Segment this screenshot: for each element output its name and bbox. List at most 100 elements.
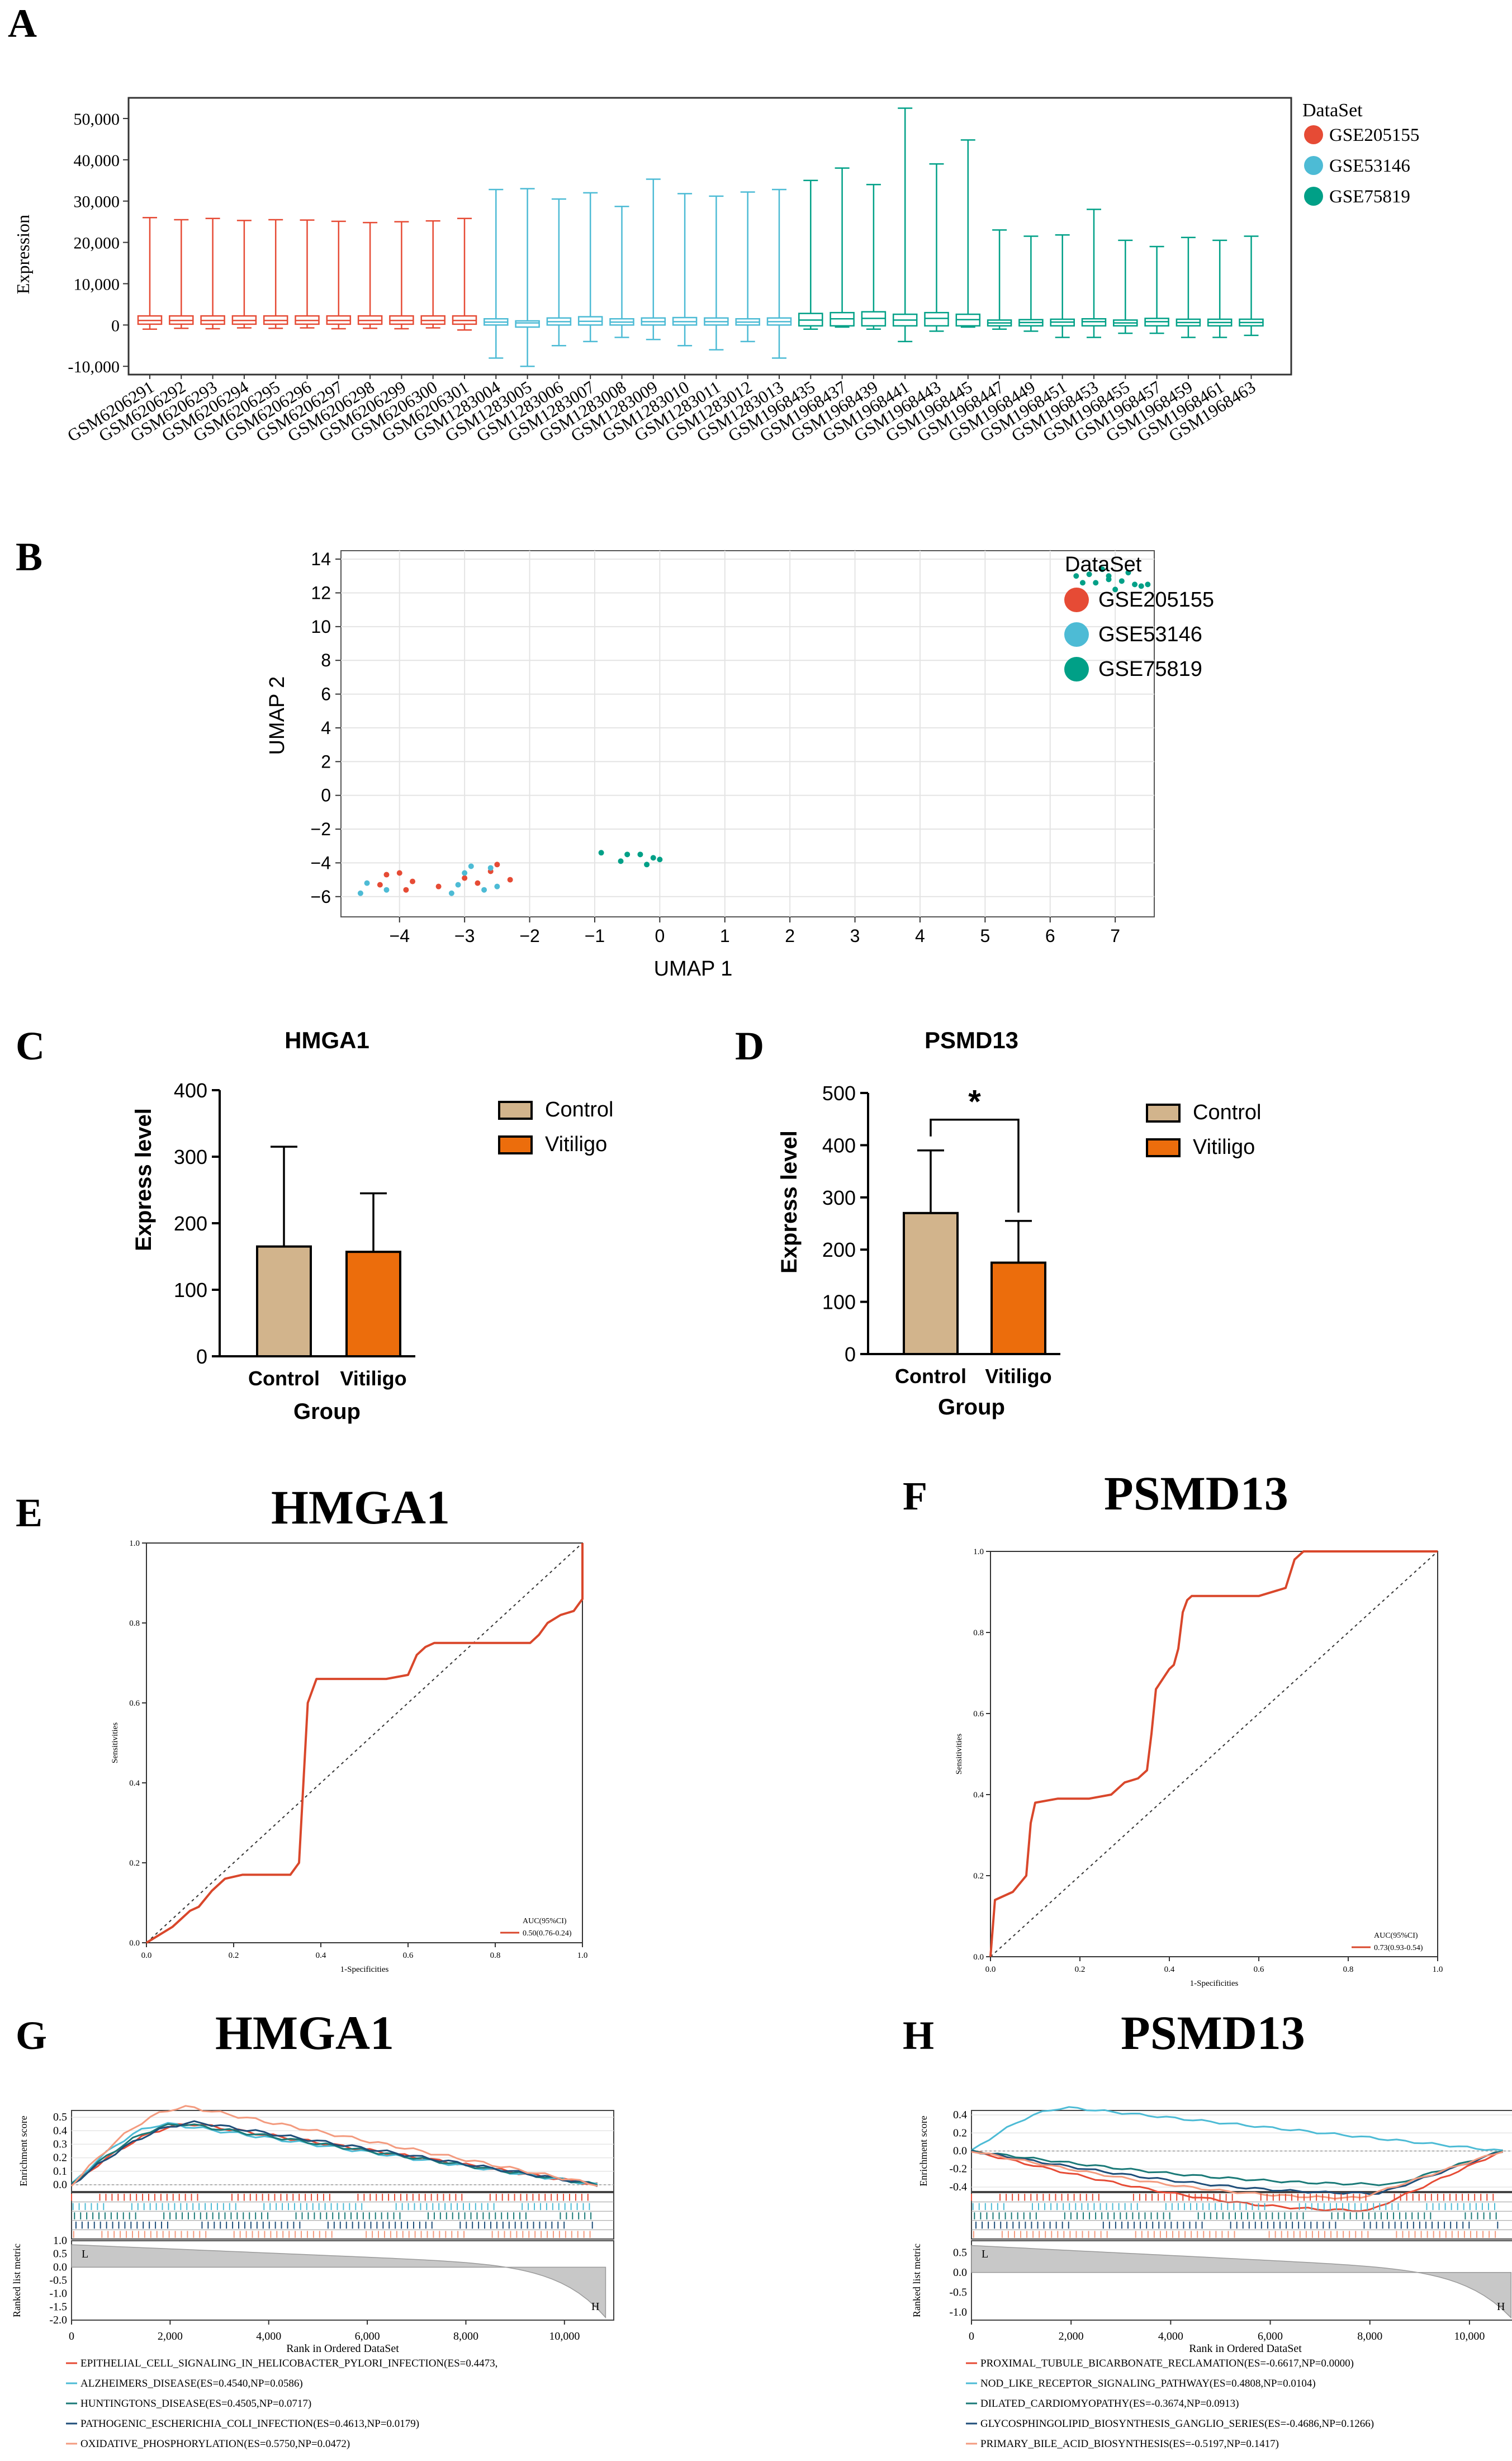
gsea-metric-tick-label: -0.5 bbox=[49, 2274, 67, 2287]
bar-x-tick-label-Vitiligo: Vitiligo bbox=[340, 1367, 406, 1390]
gsea-legend-label-1: NOD_LIKE_RECEPTOR_SIGNALING_PATHWAY(ES=0… bbox=[980, 2378, 1316, 2389]
roc-f-plot: 0.0 0.2 0.4 0.6 0.8 1.0 0.0 0.2 0.4 0.6 0.8 1.0 1-Sp… bbox=[955, 1547, 1443, 1988]
bar-c-y-axis-title: Express level bbox=[131, 1108, 156, 1251]
roc-x-tick-label: 1.0 bbox=[577, 1951, 588, 1960]
umap-point-GSE75819 bbox=[1125, 570, 1131, 576]
panel-c: C HMGA1 Express level Group 0 100 200 300 40… bbox=[16, 1024, 614, 1424]
umap-y-tick-label: 12 bbox=[311, 583, 331, 603]
box-GSM1968449 bbox=[1018, 235, 1044, 332]
box-GSM1968451 bbox=[1050, 234, 1075, 338]
gsea-label-L: L bbox=[82, 2248, 88, 2260]
box-GSM6206296 bbox=[295, 219, 320, 329]
bar-d-x-axis-title: Group bbox=[938, 1395, 1005, 1419]
roc-y-axis-title: Sensitivities bbox=[111, 1722, 120, 1764]
box-GSM1968463 bbox=[1239, 235, 1264, 337]
legend-label-GSE53146: GSE53146 bbox=[1098, 623, 1202, 646]
umap-point-GSE205155 bbox=[462, 875, 468, 881]
boxplot-frame bbox=[127, 97, 1292, 376]
box-iqr bbox=[924, 311, 949, 327]
roc-e-plot: 0.0 0.2 0.4 0.6 0.8 1.0 0.0 0.2 0.4 0.6 0.8 1.0 1-Sp… bbox=[111, 1539, 587, 1974]
gsea-es-curve-4 bbox=[971, 2151, 1504, 2200]
box-GSM1968441 bbox=[892, 107, 918, 343]
box-GSM1283005 bbox=[515, 188, 540, 367]
umap-y-tick-label: −2 bbox=[311, 819, 331, 839]
gsea-es-tick-label: 0.4 bbox=[53, 2124, 67, 2137]
umap-point-GSE75819 bbox=[1093, 580, 1099, 586]
legend-label-Control: Control bbox=[1193, 1101, 1262, 1124]
roc-diagonal bbox=[146, 1542, 583, 1943]
bar-x-tick-label-Vitiligo: Vitiligo bbox=[985, 1365, 1051, 1388]
gsea-es-curve-4 bbox=[70, 2105, 598, 2187]
gsea-es-tick-label: 0.1 bbox=[53, 2165, 67, 2178]
significance-star: * bbox=[968, 1084, 981, 1120]
roc-y-axis-title: Sensitivities bbox=[955, 1734, 964, 1775]
gsea-es-axis-title: Enrichment score bbox=[18, 2115, 29, 2186]
gsea-legend-label-2: DILATED_CARDIOMYOPATHY(ES=-0.3674,NP=0.0… bbox=[980, 2398, 1239, 2410]
panel-label-b: B bbox=[16, 534, 42, 579]
boxplot-y-tick-label: 0 bbox=[111, 316, 120, 335]
legend-swatch-Vitiligo bbox=[498, 1135, 533, 1154]
roc-y-tick-label: 0.4 bbox=[973, 1791, 984, 1800]
umap-point-GSE53146 bbox=[481, 887, 487, 893]
legend-label-GSE75819: GSE75819 bbox=[1329, 187, 1410, 207]
umap-points bbox=[357, 566, 1151, 896]
umap-y-tick-label: 2 bbox=[321, 751, 331, 772]
gsea-label-H: H bbox=[591, 2301, 599, 2313]
boxplot-x-tick-labels: GSM6206291GSM6206292GSM6206293GSM6206294… bbox=[64, 375, 1259, 446]
gsea-legend-label-3: PATHOGENIC_ESCHERICHIA_COLI_INFECTION(ES… bbox=[80, 2418, 419, 2430]
box-GSM1968439 bbox=[861, 183, 887, 330]
gsea-h-title: PSMD13 bbox=[1121, 2006, 1305, 2060]
bar-x-tick-label-Control: Control bbox=[248, 1367, 320, 1390]
gsea-x-tick-label: 0 bbox=[69, 2330, 74, 2342]
bar-y-tick-label: 100 bbox=[174, 1279, 207, 1302]
gsea-legend-label-1: ALZHEIMERS_DISEASE(ES=0.4540,NP=0.0586) bbox=[80, 2378, 303, 2389]
roc-x-axis-title: 1-Specificities bbox=[340, 1965, 389, 1974]
umap-point-GSE205155 bbox=[377, 882, 383, 888]
gsea-metric-tick-label: -1.5 bbox=[49, 2301, 67, 2313]
umap-x-tick-label: −4 bbox=[390, 926, 410, 946]
gsea-legend-label-4: OXIDATIVE_PHOSPHORYLATION(ES=0.5750,NP=0… bbox=[80, 2438, 350, 2450]
roc-x-tick-label: 0.2 bbox=[1075, 1965, 1086, 1974]
umap-legend-title: DataSet bbox=[1065, 553, 1142, 576]
umap-point-GSE205155 bbox=[383, 872, 390, 878]
umap-point-GSE205155 bbox=[403, 887, 409, 893]
panel-label-f: F bbox=[903, 1474, 927, 1518]
box-GSM1283010 bbox=[672, 193, 698, 347]
umap-point-GSE53146 bbox=[455, 882, 461, 888]
box-GSM6206295 bbox=[263, 219, 288, 329]
umap-point-GSE53146 bbox=[487, 865, 494, 871]
gsea-es-curve-1 bbox=[971, 2106, 1503, 2151]
roc-y-tick-label: 0.6 bbox=[129, 1699, 140, 1708]
gsea-metric-frame bbox=[971, 2240, 1512, 2321]
gsea-metric-tick-label: 0.5 bbox=[953, 2246, 967, 2259]
umap-x-tick-label: 7 bbox=[1110, 926, 1120, 946]
box-GSM1968443 bbox=[924, 163, 949, 332]
gsea-metric-area bbox=[71, 2244, 606, 2319]
roc-legend-title: AUC(95%CI) bbox=[523, 1917, 567, 1925]
bar-c-legend: Control Vitiligo bbox=[498, 1098, 614, 1156]
panel-label-h: H bbox=[903, 2013, 934, 2058]
box-GSM6206301 bbox=[452, 217, 477, 331]
bar-d-legend: Control Vitiligo bbox=[1146, 1101, 1262, 1159]
gsea-es-curve-3 bbox=[71, 2120, 598, 2188]
bar-Vitiligo bbox=[990, 1261, 1046, 1356]
gsea-metric-tick-label: -1.0 bbox=[49, 2288, 67, 2300]
boxplot-y-ticks: -10,000 0 10,000 20,000 30,000 40,000 50,000 bbox=[68, 110, 129, 376]
boxplot-y-tick-label: 20,000 bbox=[74, 234, 120, 253]
box-GSM1283008 bbox=[609, 206, 634, 338]
legend-dot-GSE53146 bbox=[1304, 156, 1323, 175]
umap-x-tick-label: −1 bbox=[585, 926, 605, 946]
box-GSM1968445 bbox=[955, 139, 981, 328]
gsea-es-tick-label: 0.2 bbox=[953, 2127, 967, 2139]
umap-y-tick-label: 14 bbox=[311, 549, 331, 569]
gsea-legend-label-0: EPITHELIAL_CELL_SIGNALING_IN_HELICOBACTE… bbox=[80, 2358, 497, 2369]
gsea-x-tick-label: 10,000 bbox=[549, 2330, 580, 2342]
box-GSM6206299 bbox=[389, 221, 414, 330]
box-GSM6206298 bbox=[357, 221, 383, 329]
roc-x-tick-label: 0.0 bbox=[141, 1951, 152, 1960]
bar-y-tick-label: 400 bbox=[174, 1079, 207, 1102]
gsea-x-axis-title: Rank in Ordered DataSet bbox=[286, 2342, 399, 2355]
